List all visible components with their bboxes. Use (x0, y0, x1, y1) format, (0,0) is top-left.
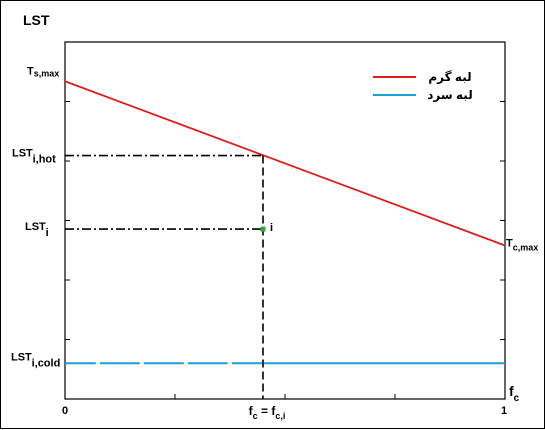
label-lst-i: LSTi (25, 221, 49, 239)
cold-line-gap (139, 361, 144, 366)
x-tick-fc-i: fc = fc,i (249, 404, 286, 421)
x-tick-1: 1 (501, 405, 507, 417)
label-ts-max: Ts,max (27, 65, 59, 78)
x-tick-0: 0 (62, 405, 68, 417)
y-axis-title: LST (23, 12, 50, 28)
point-i-label: i (270, 222, 273, 234)
point-i (260, 226, 266, 232)
x-axis-title: fc (509, 383, 520, 404)
label-lst-i-hot: LSTi,hot (12, 148, 56, 166)
legend-cold-label: لبه سرد (427, 88, 472, 102)
warm-edge-line (64, 80, 506, 247)
axis-ticks (65, 101, 505, 399)
legend: لبه گرم لبه سرد (373, 70, 473, 102)
cold-line-gap (183, 361, 188, 366)
cold-line-gap (227, 361, 232, 366)
legend-warm-label: لبه گرم (428, 70, 471, 85)
label-lst-i-cold: LSTi,cold (11, 351, 60, 369)
label-tc-max: Tc,max (506, 237, 538, 252)
cold-line-gap (95, 361, 100, 366)
